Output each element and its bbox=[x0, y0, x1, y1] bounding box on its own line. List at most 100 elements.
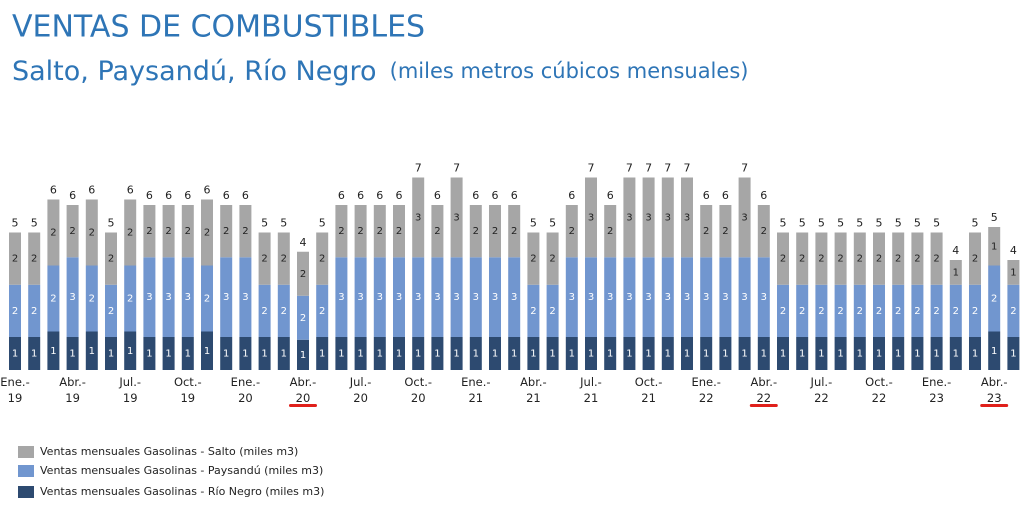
segment-label: 2 bbox=[837, 306, 843, 317]
bar-segment bbox=[1007, 337, 1020, 370]
segment-label: 3 bbox=[415, 212, 421, 223]
total-label: 5 bbox=[991, 211, 998, 224]
segment-label: 2 bbox=[319, 306, 325, 317]
bar-segment bbox=[777, 232, 789, 285]
segment-label: 3 bbox=[492, 292, 498, 303]
bar-segment bbox=[623, 177, 636, 258]
segment-label: 2 bbox=[780, 254, 786, 265]
bar-segment bbox=[796, 337, 809, 370]
segment-label: 1 bbox=[396, 349, 402, 360]
bar-segment bbox=[565, 205, 578, 258]
segment-label: 1 bbox=[223, 349, 229, 360]
segment-label: 1 bbox=[108, 349, 114, 360]
segment-label: 1 bbox=[492, 349, 498, 360]
bar-segment bbox=[853, 284, 866, 337]
x-tick-label: Oct.- 22 bbox=[865, 375, 893, 405]
bar-segment bbox=[681, 337, 693, 370]
bar-segment bbox=[969, 232, 981, 285]
total-label: 5 bbox=[914, 217, 921, 230]
x-tick-label: Ene.- 22 bbox=[691, 375, 720, 405]
bar-segment bbox=[201, 199, 213, 266]
segment-label: 3 bbox=[684, 212, 690, 223]
bar-segment bbox=[988, 265, 1001, 332]
segment-label: 1 bbox=[261, 349, 267, 360]
segment-label: 2 bbox=[530, 306, 536, 317]
bar-segment bbox=[738, 337, 751, 370]
bar-segment bbox=[335, 337, 348, 370]
segment-label: 3 bbox=[665, 292, 671, 303]
segment-label: 1 bbox=[434, 349, 440, 360]
segment-label: 2 bbox=[473, 226, 479, 237]
x-tick-label: Jul.- 19 bbox=[118, 375, 141, 405]
bar-segment bbox=[450, 257, 463, 337]
x-tick-label: Oct.- 21 bbox=[635, 375, 663, 405]
tick-label-line: 21 bbox=[468, 391, 483, 405]
total-label: 5 bbox=[856, 217, 863, 230]
total-label: 5 bbox=[876, 217, 883, 230]
segment-label: 3 bbox=[338, 292, 344, 303]
segment-label: 2 bbox=[953, 306, 959, 317]
segment-label: 1 bbox=[242, 349, 248, 360]
segment-label: 2 bbox=[108, 254, 114, 265]
tick-label-line: Ene.- bbox=[231, 375, 260, 389]
segment-label: 2 bbox=[261, 306, 267, 317]
segment-label: 2 bbox=[1010, 306, 1016, 317]
bar-segment bbox=[66, 257, 79, 337]
highlight-underline bbox=[980, 404, 1009, 407]
x-tick-label: Ene.- 19 bbox=[0, 375, 29, 405]
total-label: 6 bbox=[434, 189, 441, 202]
bar-segment bbox=[201, 331, 213, 370]
tick-label-line: Oct.- bbox=[174, 375, 202, 389]
bar-segment bbox=[220, 205, 233, 258]
bar-segment bbox=[85, 331, 98, 370]
bar-segment bbox=[9, 284, 21, 337]
tick-label-line: Abr.- bbox=[520, 375, 547, 389]
total-label: 6 bbox=[184, 189, 191, 202]
x-tick-label: Abr.- 22 bbox=[750, 375, 777, 405]
segment-label: 3 bbox=[453, 292, 459, 303]
bar-segment bbox=[527, 284, 540, 337]
bar-segment bbox=[373, 337, 386, 370]
total-label: 5 bbox=[108, 217, 115, 230]
bar-segment bbox=[277, 337, 290, 370]
tick-label-line: 22 bbox=[699, 391, 714, 405]
bar-segment bbox=[546, 337, 559, 370]
legend-swatch bbox=[18, 486, 34, 498]
bar-segment bbox=[623, 337, 636, 370]
segment-label: 2 bbox=[799, 306, 805, 317]
bar-segment bbox=[949, 337, 962, 370]
segment-label: 3 bbox=[741, 212, 747, 223]
bar-segment bbox=[354, 257, 367, 337]
total-label: 6 bbox=[722, 189, 729, 202]
segment-label: 2 bbox=[50, 228, 56, 239]
subtitle-unit: (miles metros cúbicos mensuales) bbox=[390, 59, 749, 83]
total-label: 6 bbox=[376, 189, 383, 202]
legend-swatch bbox=[18, 465, 34, 477]
segment-label: 3 bbox=[415, 292, 421, 303]
segment-label: 1 bbox=[146, 349, 152, 360]
bar-segment bbox=[911, 284, 924, 337]
segment-label: 2 bbox=[127, 228, 133, 239]
total-label: 5 bbox=[933, 217, 940, 230]
segment-label: 2 bbox=[89, 228, 95, 239]
bar-segment bbox=[988, 227, 1001, 266]
bar-segment bbox=[949, 284, 962, 337]
bar-segment bbox=[412, 177, 425, 258]
total-label: 6 bbox=[396, 189, 403, 202]
segment-label: 2 bbox=[357, 226, 363, 237]
segment-label: 2 bbox=[914, 306, 920, 317]
bar-segment bbox=[297, 339, 309, 370]
segment-label: 3 bbox=[607, 292, 613, 303]
segment-label: 1 bbox=[933, 349, 939, 360]
tick-label-line: 19 bbox=[8, 391, 23, 405]
segment-label: 3 bbox=[684, 292, 690, 303]
bar-segment bbox=[28, 337, 41, 370]
tick-label-line: Ene.- bbox=[0, 375, 29, 389]
segment-label: 1 bbox=[837, 349, 843, 360]
total-label: 5 bbox=[549, 217, 556, 230]
total-label: 5 bbox=[895, 217, 902, 230]
total-label: 7 bbox=[664, 162, 671, 175]
bar-segment bbox=[258, 284, 271, 337]
segment-label: 1 bbox=[895, 349, 901, 360]
segment-label: 3 bbox=[588, 212, 594, 223]
